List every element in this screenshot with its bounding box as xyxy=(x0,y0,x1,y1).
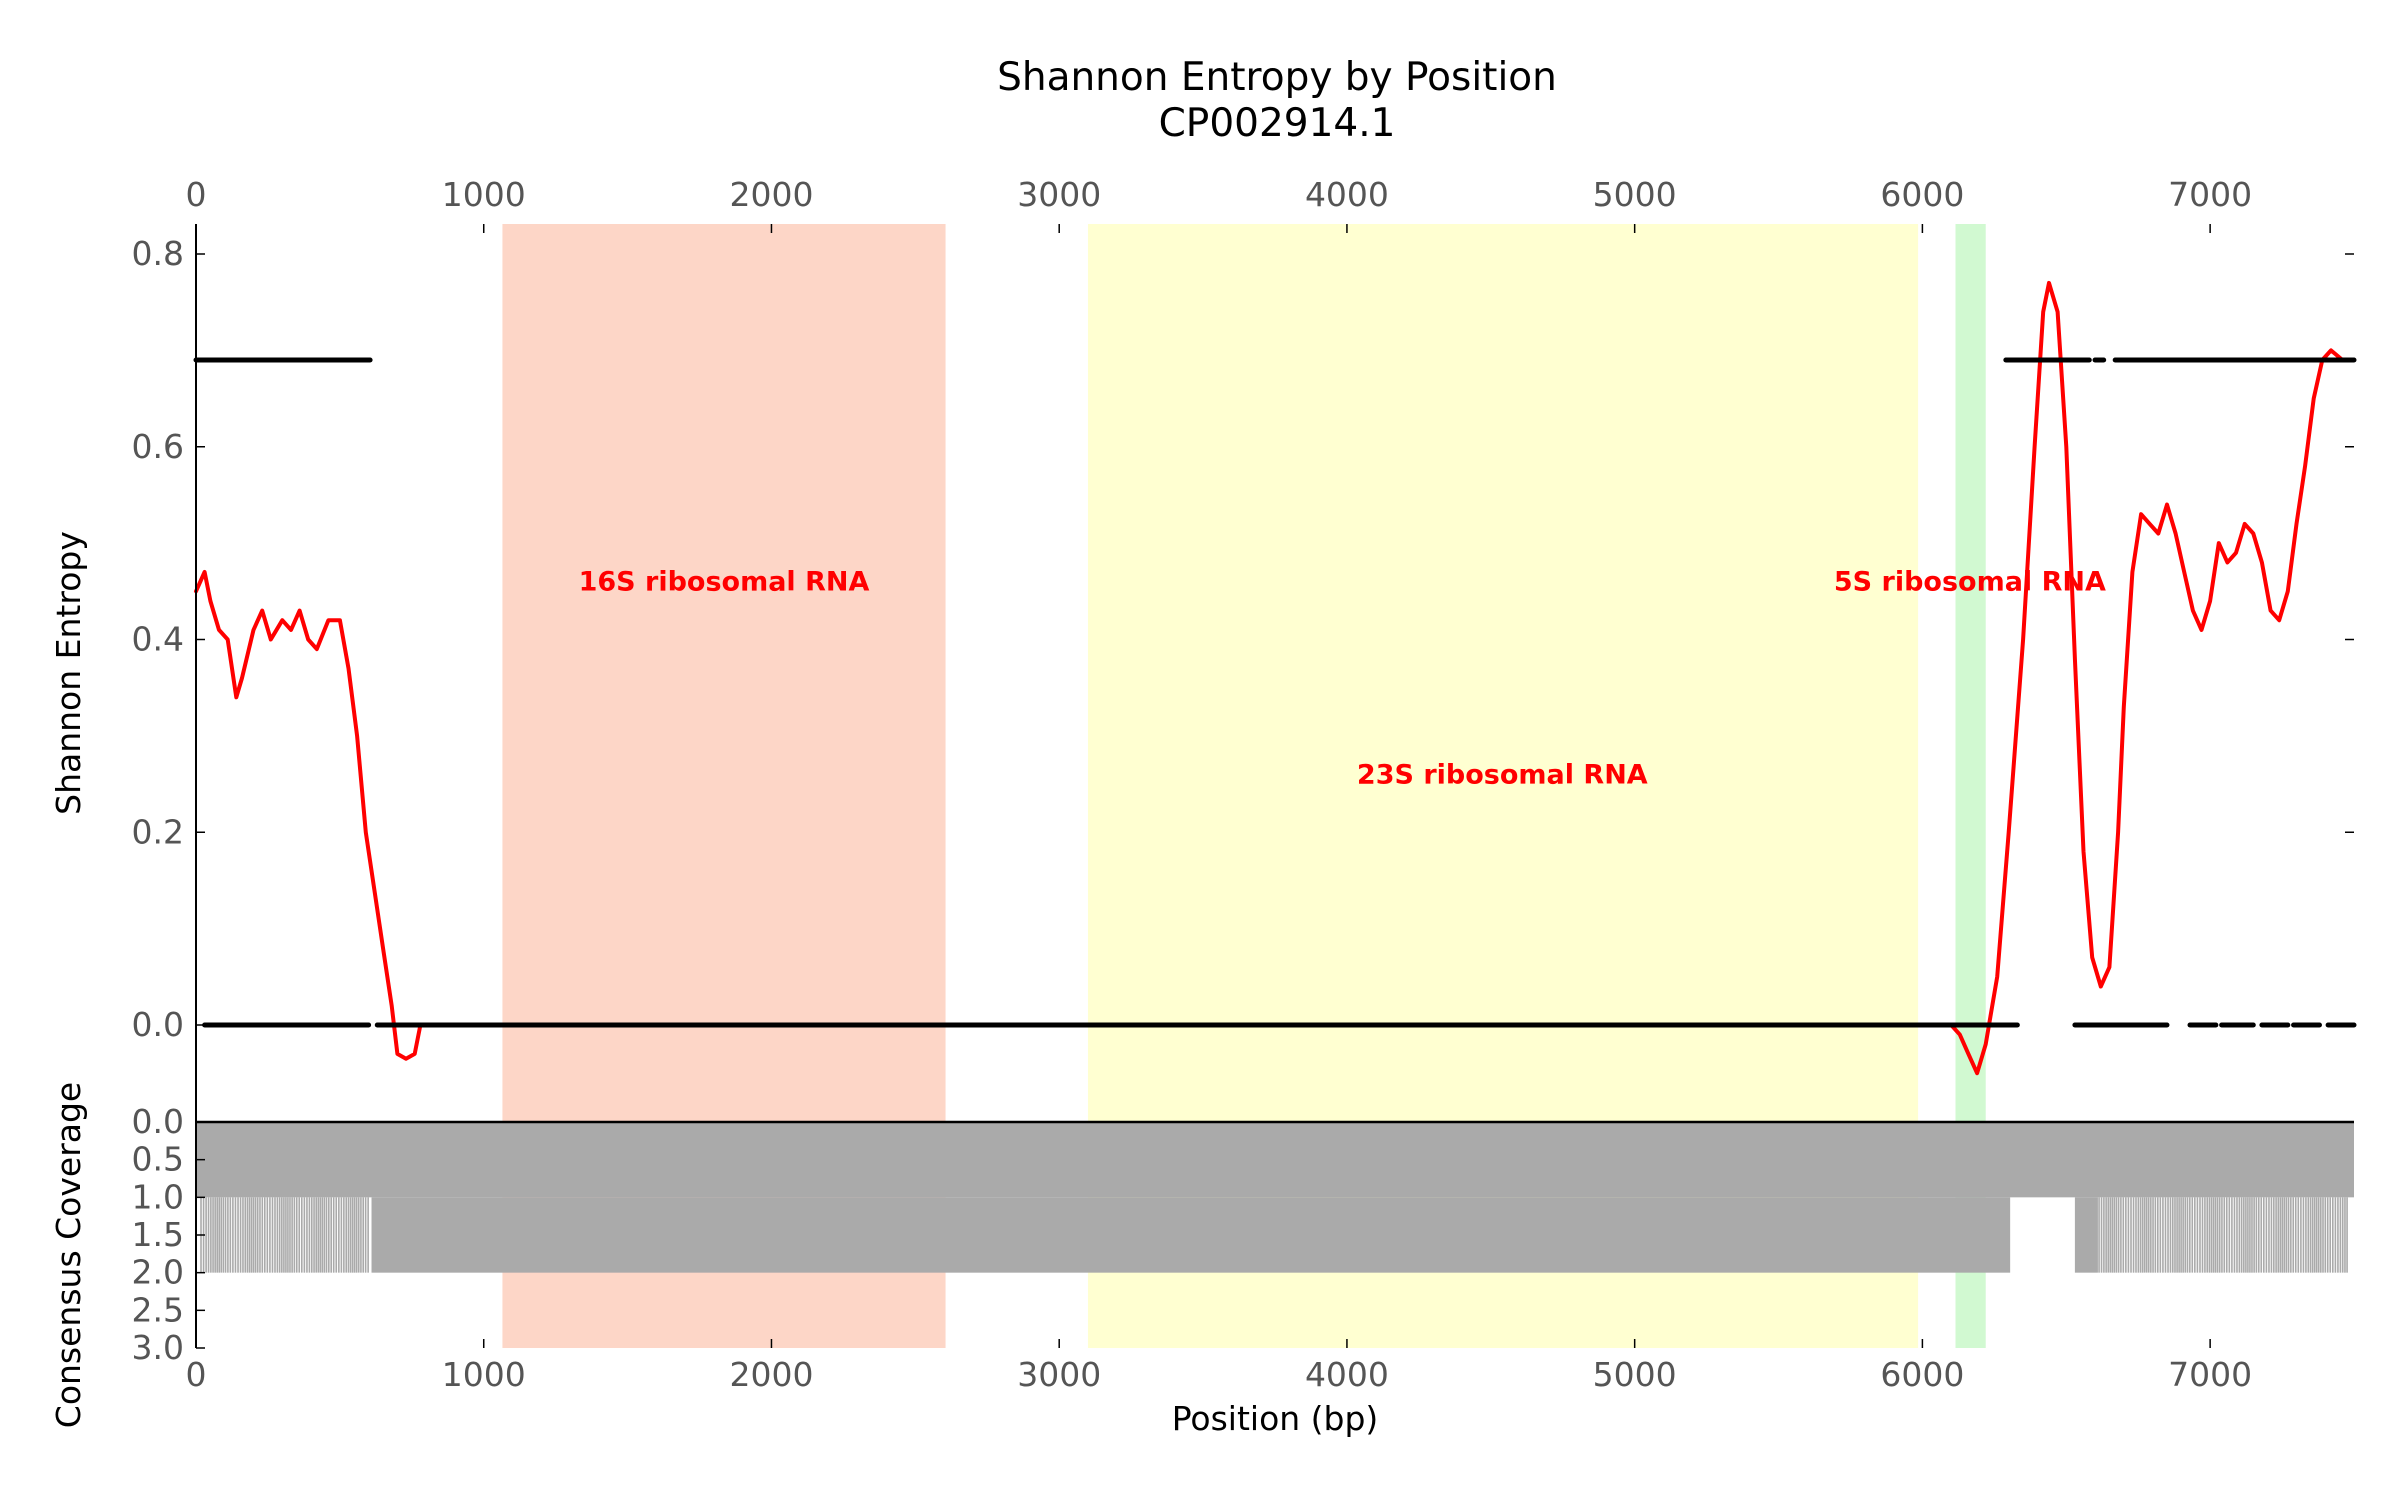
top-x-tick-label-0: 0 xyxy=(186,175,207,214)
top-x-tick-label-4: 4000 xyxy=(1305,175,1389,214)
coverage-base-area xyxy=(196,1122,2354,1198)
bottom-x-tick-label-1: 1000 xyxy=(442,1355,526,1394)
coverage-tick-label-6: 3.0 xyxy=(132,1328,184,1367)
series-layer xyxy=(193,280,2357,1076)
coverage-panel: 0.00.51.01.52.02.53.0 0 1000 2000 3000 4000 5… xyxy=(132,1102,2354,1394)
bottom-x-tick-label-7: 7000 xyxy=(2168,1355,2252,1394)
top-x-tick-label-2: 2000 xyxy=(729,175,813,214)
coverage-tick-label-0: 0.0 xyxy=(132,1102,184,1141)
bottom-x-tick-label-6: 6000 xyxy=(1880,1355,1964,1394)
region-label-2: 5S ribosomal RNA xyxy=(1834,567,2106,598)
coverage-tick-label-5: 2.5 xyxy=(132,1290,184,1329)
coverage-full-segment-1 xyxy=(2074,1197,2098,1273)
coverage-full-segment-0 xyxy=(371,1197,2011,1273)
coverage-partial-segment-1 xyxy=(2098,1197,2348,1273)
coverage-tick-label-1: 0.5 xyxy=(132,1140,184,1179)
coverage-y-ticks: 0.00.51.01.52.02.53.0 xyxy=(132,1102,205,1367)
y-axis-label: Shannon Entropy xyxy=(49,531,88,815)
x-axis-label: Position (bp) xyxy=(1172,1399,1379,1438)
bottom-x-tick-label-3: 3000 xyxy=(1017,1355,1101,1394)
region-label-1: 23S ribosomal RNA xyxy=(1357,759,1648,790)
region-label-layer: 16S ribosomal RNA 23S ribosomal RNA 5S rib… xyxy=(579,567,2106,791)
bottom-x-tick-label-2: 2000 xyxy=(729,1355,813,1394)
coverage-axis-label: Consensus Coverage xyxy=(49,1082,88,1428)
bottom-x-tick-label-5: 5000 xyxy=(1593,1355,1677,1394)
chart-subtitle: CP002914.1 xyxy=(1159,101,1396,146)
chart-title: Shannon Entropy by Position xyxy=(997,55,1557,100)
bottom-x-ticks: 0 1000 2000 3000 4000 5000 6000 7000 xyxy=(186,1339,2252,1394)
y-tick-label-4: 0.8 xyxy=(132,234,184,273)
region-label-0: 16S ribosomal RNA xyxy=(579,567,870,598)
entropy-line-series xyxy=(194,280,2356,1076)
top-x-tick-label-1: 1000 xyxy=(442,175,526,214)
top-x-ticks: 0 1000 2000 3000 4000 5000 6000 7000 xyxy=(186,175,2252,233)
top-x-tick-label-3: 3000 xyxy=(1017,175,1101,214)
y-tick-label-1: 0.2 xyxy=(132,812,184,851)
y-tick-label-3: 0.6 xyxy=(132,427,184,466)
coverage-partial-segment-0 xyxy=(200,1197,369,1273)
y-tick-label-0: 0.0 xyxy=(132,1005,184,1044)
coverage-tick-label-4: 2.0 xyxy=(132,1253,184,1292)
bottom-x-tick-label-4: 4000 xyxy=(1305,1355,1389,1394)
top-x-tick-label-7: 7000 xyxy=(2168,175,2252,214)
bottom-x-tick-label-0: 0 xyxy=(186,1355,207,1394)
y-tick-label-2: 0.4 xyxy=(132,620,184,659)
entropy-y-ticks: 0.0 0.2 0.4 0.6 0.8 xyxy=(132,234,2354,1044)
top-x-tick-label-5: 5000 xyxy=(1593,175,1677,214)
coverage-tick-label-3: 1.5 xyxy=(132,1215,184,1254)
coverage-layer xyxy=(196,1122,2354,1273)
coverage-tick-label-2: 1.0 xyxy=(132,1177,184,1216)
top-x-tick-label-6: 6000 xyxy=(1880,175,1964,214)
